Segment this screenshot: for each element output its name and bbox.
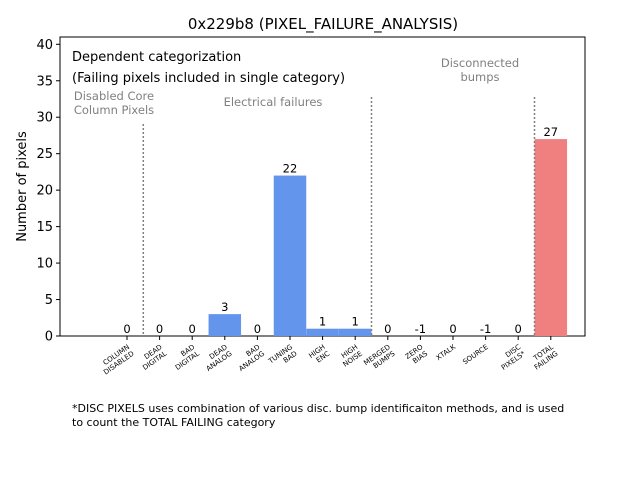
pixel-failure-chart: 0x229b8 (PIXEL_FAILURE_ANALYSIS) 0510152… [15, 15, 586, 376]
bar [534, 139, 568, 336]
bar-value-label: 22 [283, 162, 298, 176]
bar-value-label: 0 [156, 322, 163, 336]
x-tick-label: ZEROBIAS [404, 343, 430, 368]
section-label-disabled-core-line: Disabled Core [74, 89, 154, 103]
y-tick-label: 35 [36, 74, 53, 89]
section-label-disconnected-line: bumps [460, 70, 499, 84]
bar-value-label: -1 [415, 322, 426, 336]
bar-value-label: 0 [189, 322, 196, 336]
x-tick-label: BADANALOG [233, 343, 266, 373]
x-tick-label: XTALK [435, 343, 458, 362]
y-tick-label: 25 [36, 147, 53, 162]
section-label-disconnected: Disconnected bumps [441, 56, 519, 84]
annotation-line-2: (Failing pixels included in single categ… [72, 71, 345, 86]
y-tick-label: 30 [36, 111, 53, 126]
footnote: *DISC PIXELS uses combination of various… [72, 402, 638, 430]
chart-title: 0x229b8 (PIXEL_FAILURE_ANALYSIS) [188, 15, 458, 34]
y-tick-label: 40 [36, 38, 53, 53]
bar-value-label: 1 [352, 315, 359, 329]
footnote-line-1: *DISC PIXELS uses combination of various… [72, 402, 565, 415]
bar-value-label: 27 [543, 125, 558, 139]
y-tick-label: 20 [36, 184, 53, 199]
bar-value-label: 3 [221, 300, 228, 314]
bar-value-label: 0 [254, 322, 261, 336]
section-label-disabled-core: Disabled Core Column Pixels [74, 89, 154, 117]
y-tick-label: 5 [45, 293, 53, 308]
x-tick-label: HIGHENC [307, 343, 331, 367]
x-tick-label: DEADDIGITAL [137, 343, 169, 372]
section-label-disabled-core-line: Column Pixels [74, 103, 154, 117]
x-tick-label: DISCPIXELS* [495, 343, 527, 372]
bar [208, 314, 242, 336]
bar [338, 328, 372, 336]
bar-value-label: 0 [384, 322, 391, 336]
y-tick-label: 15 [36, 220, 53, 235]
bar-value-label: 0 [515, 322, 522, 336]
y-axis-label: Number of pixels [15, 131, 30, 242]
section-label-electrical-line: Electrical failures [224, 95, 323, 109]
bar [306, 328, 339, 336]
bar [273, 175, 307, 336]
section-label-disconnected-line: Disconnected [441, 56, 519, 70]
x-tick-label: SOURCE [461, 343, 489, 366]
bar-value-label: -1 [480, 322, 491, 336]
bar-value-label: 0 [449, 322, 456, 336]
x-tick-label: DEADANALOG [200, 343, 233, 373]
annotation-line-1: Dependent categorization [72, 50, 241, 65]
footnote-line-2: to count the TOTAL FAILING category [72, 416, 276, 429]
x-tick-label: TOTALFAILING [528, 343, 559, 372]
x-tick-label: BADDIGITAL [169, 343, 201, 372]
y-tick-label: 10 [36, 257, 53, 272]
y-tick-label: 0 [45, 330, 53, 345]
x-tick-label: COLUMNDISABLED [98, 343, 136, 376]
x-tick-label-line: XTALK [435, 343, 458, 362]
bar-value-label: 1 [319, 315, 326, 329]
x-tick-label-line: SOURCE [461, 343, 489, 366]
x-tick-label: MERGEDBUMPS [362, 343, 397, 374]
bar-value-label: 0 [123, 322, 130, 336]
section-label-electrical: Electrical failures [224, 95, 323, 109]
x-tick-label: HIGHNOISE [337, 343, 364, 369]
x-tick-label: TUNINGBAD [266, 343, 298, 372]
